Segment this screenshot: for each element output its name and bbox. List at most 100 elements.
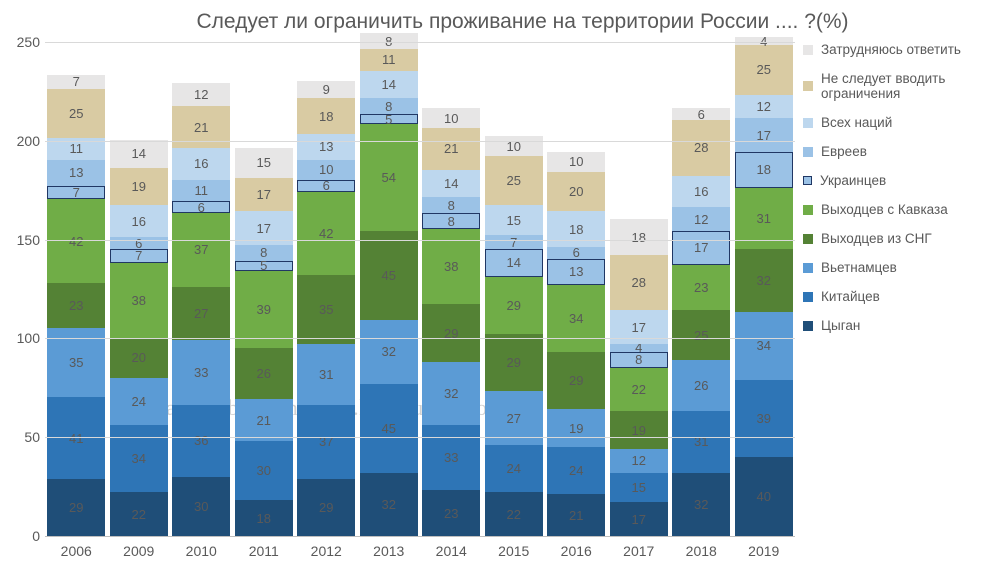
bar-segment-nevvod: 28 <box>610 255 668 310</box>
legend-swatch <box>803 45 813 55</box>
bar-segment-kitai: 45 <box>360 384 418 473</box>
bar-segment-vietnam: 31 <box>297 344 355 405</box>
bar-segment-kitai: 37 <box>297 405 355 478</box>
bar-segment-sng: 45 <box>360 231 418 320</box>
bar-segment-tsygan: 30 <box>172 477 230 536</box>
legend-label: Цыган <box>821 318 860 333</box>
legend-label: Не следует вводить ограничения <box>821 71 1000 101</box>
bar-segment-tsygan: 22 <box>485 492 543 536</box>
bar-segment-ukr: 5 <box>235 261 293 271</box>
legend-item-evrei: Евреев <box>803 144 1000 159</box>
bar-segment-evrei: 8 <box>422 197 480 213</box>
bar-segment-vietnam: 24 <box>110 378 168 426</box>
x-tick-label: 2016 <box>547 543 605 559</box>
bar-segment-ukr: 7 <box>110 249 168 263</box>
bar-segment-kitai: 24 <box>485 445 543 493</box>
bar-segment-sng: 25 <box>672 310 730 360</box>
bar-segment-evrei: 10 <box>297 160 355 180</box>
bar-segment-zatrud: 10 <box>422 108 480 128</box>
bar-segment-vietnam: 32 <box>360 320 418 383</box>
bar-segment-kitai: 15 <box>610 473 668 503</box>
legend-item-ukr: Украинцев <box>803 173 1000 188</box>
bar-segment-evrei: 17 <box>735 118 793 152</box>
x-axis-labels: 2006200920102011201220132014201520162017… <box>45 537 1000 559</box>
x-tick-label: 2006 <box>47 543 105 559</box>
bar-column: 233332293888142110 <box>422 108 480 536</box>
chart-container: Следует ли ограничить проживание на терр… <box>0 0 1000 583</box>
legend-swatch <box>803 321 813 331</box>
legend-swatch <box>803 292 813 302</box>
chart-title: Следует ли ограничить проживание на терр… <box>45 10 1000 34</box>
bar-segment-kitai: 33 <box>422 425 480 490</box>
bar-segment-nevvod: 18 <box>297 98 355 134</box>
bar-segment-tsygan: 32 <box>360 473 418 536</box>
bar-segment-vseh: 16 <box>672 176 730 208</box>
bar-segment-sng: 19 <box>610 411 668 449</box>
bar-segment-vseh: 16 <box>110 205 168 237</box>
y-tick-label: 150 <box>5 232 40 248</box>
bar-segment-ukr: 14 <box>485 249 543 277</box>
x-tick-label: 2019 <box>735 543 793 559</box>
bar-column: 3036332737611162112 <box>172 83 230 536</box>
bar-segment-nevvod: 19 <box>110 168 168 206</box>
bar-segment-zatrud: 12 <box>172 83 230 107</box>
bar-segment-vietnam: 12 <box>610 449 668 473</box>
legend-label: Затрудняюсь ответить <box>821 42 961 57</box>
bar-segment-ukr: 7 <box>47 186 105 200</box>
bar-segment-tsygan: 23 <box>422 490 480 536</box>
bar-segment-ukr: 5 <box>360 114 418 124</box>
x-tick-label: 2015 <box>485 543 543 559</box>
legend-swatch <box>803 147 813 157</box>
bar-column: 183021263958171715 <box>235 148 293 536</box>
y-tick-label: 200 <box>5 133 40 149</box>
bar-segment-nevvod: 11 <box>360 49 418 71</box>
legend-label: Евреев <box>821 144 867 159</box>
bar-segment-nevvod: 28 <box>672 120 730 175</box>
bar-column: 4039343231181712254 <box>735 37 793 536</box>
legend-label: Выходцев из СНГ <box>821 231 932 246</box>
bar-segment-evrei: 7 <box>485 235 543 249</box>
bar-column: 2124192934136182010 <box>547 152 605 536</box>
gridline <box>45 42 795 43</box>
legend-swatch <box>803 205 813 215</box>
x-tick-label: 2017 <box>610 543 668 559</box>
bar-segment-tsygan: 29 <box>47 479 105 536</box>
bar-segment-zatrud: 6 <box>672 108 730 120</box>
bar-segment-sng: 29 <box>547 352 605 409</box>
bar-segment-sng: 20 <box>110 338 168 378</box>
legend-item-nevvod: Не следует вводить ограничения <box>803 71 1000 101</box>
bar-segment-tsygan: 29 <box>297 479 355 536</box>
x-tick-label: 2018 <box>672 543 730 559</box>
bar-segment-sng: 32 <box>735 249 793 312</box>
legend-item-tsygan: Цыган <box>803 318 1000 333</box>
bar-segment-sng: 35 <box>297 275 355 344</box>
x-tick-label: 2010 <box>172 543 230 559</box>
bar-segment-nevvod: 25 <box>47 89 105 139</box>
legend-label: Выходцев с Кавказа <box>821 202 948 217</box>
bar-segment-ukr: 17 <box>672 231 730 265</box>
bar-segment-evrei: 4 <box>610 344 668 352</box>
bar-segment-evrei: 6 <box>547 247 605 259</box>
bar-segment-kavkaz: 37 <box>172 213 230 286</box>
y-tick-label: 250 <box>5 34 40 50</box>
bar-segment-zatrud: 15 <box>235 148 293 178</box>
bar-segment-vseh: 16 <box>172 148 230 180</box>
gridline <box>45 240 795 241</box>
bar-column: 293731354261013189 <box>297 81 355 536</box>
bar-segment-kavkaz: 42 <box>47 199 105 282</box>
bar-segment-kavkaz: 39 <box>235 271 293 348</box>
bar-segment-evrei: 8 <box>235 245 293 261</box>
bar-segment-kavkaz: 38 <box>110 263 168 338</box>
bar-segment-evrei: 13 <box>47 160 105 186</box>
bar-segment-ukr: 8 <box>422 213 480 229</box>
bar-segment-tsygan: 18 <box>235 500 293 536</box>
bar-segment-vseh: 18 <box>547 211 605 247</box>
bar-segment-nevvod: 25 <box>485 156 543 206</box>
legend-label: Вьетнамцев <box>821 260 897 275</box>
legend-item-sng: Выходцев из СНГ <box>803 231 1000 246</box>
bar-segment-ukr: 18 <box>735 152 793 188</box>
bar-segment-vietnam: 21 <box>235 399 293 441</box>
bar-segment-sng: 23 <box>47 283 105 329</box>
x-tick-label: 2011 <box>235 543 293 559</box>
bar-segment-zatrud: 14 <box>110 140 168 168</box>
